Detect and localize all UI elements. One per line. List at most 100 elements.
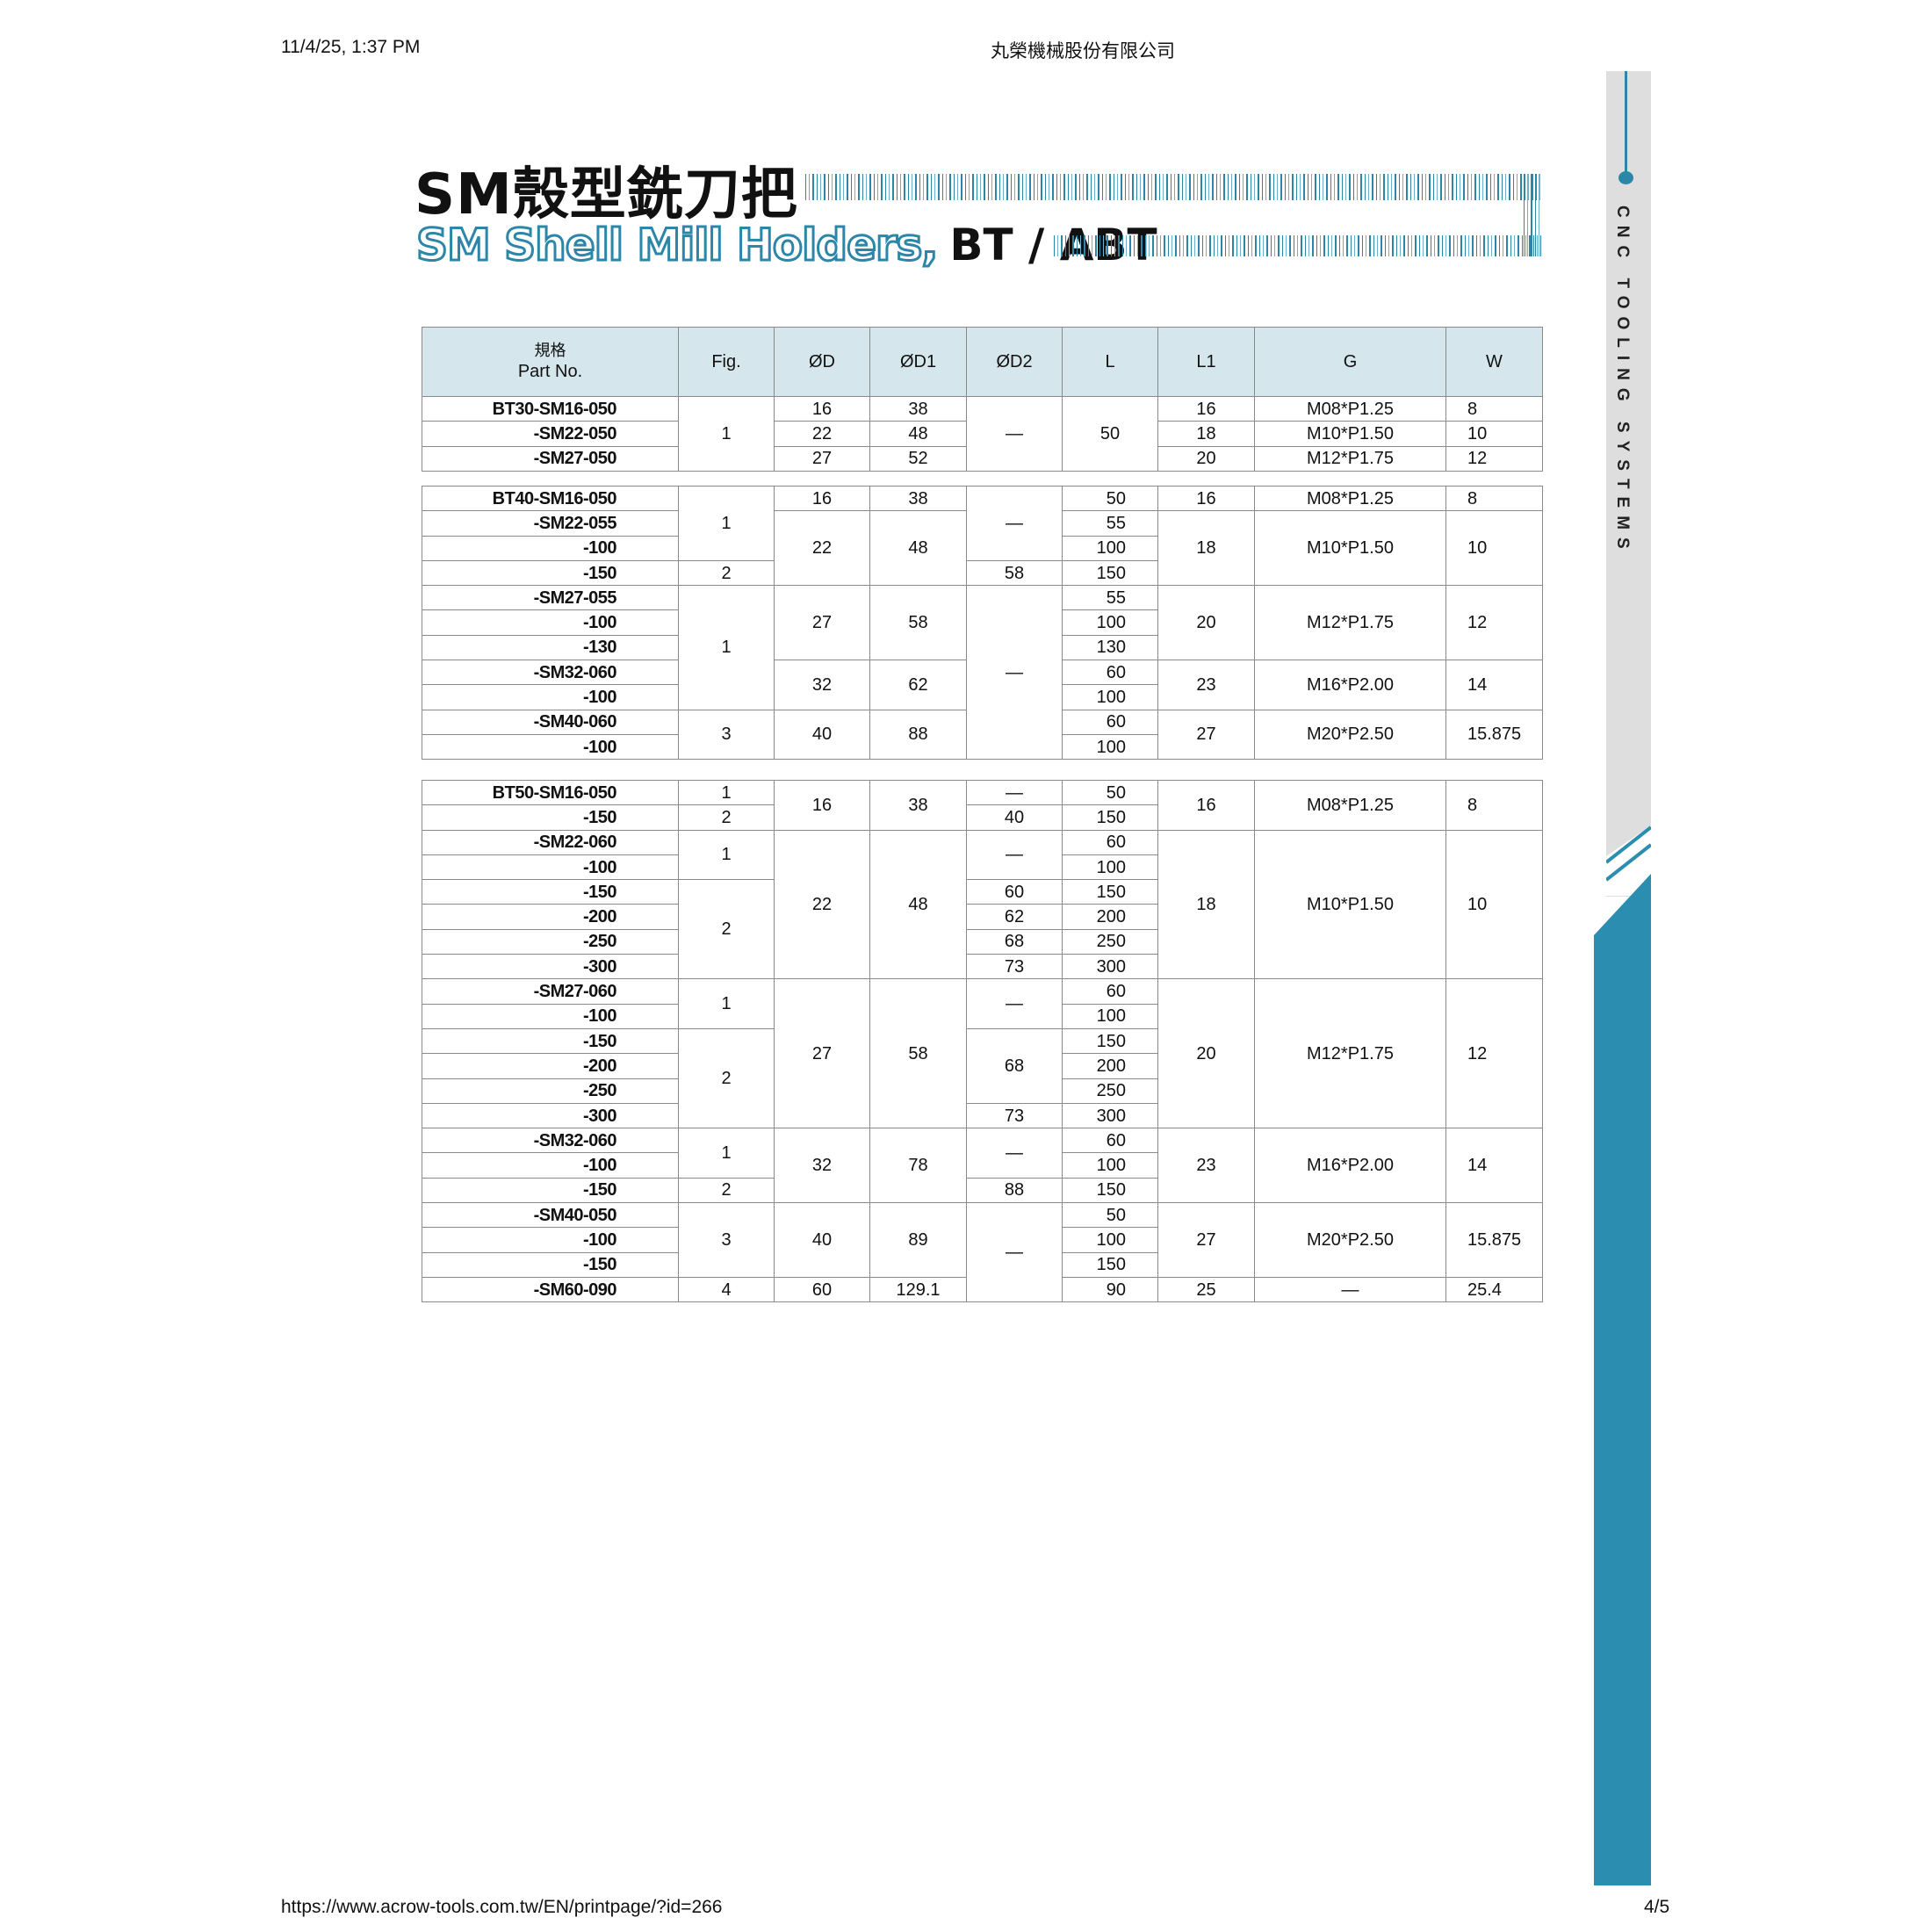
- table-cell: 60: [774, 1276, 870, 1303]
- part-number-cell: -250: [422, 928, 679, 955]
- table-row: -300 73 300: [422, 954, 1543, 980]
- table-bt50: BT50-SM16-050 1 16 38—50 16 M08*P1.25 8 -150 2 40…: [422, 779, 1543, 1303]
- decorative-barcode-bottom: [1054, 235, 1541, 256]
- table-cell: —: [1254, 1276, 1446, 1303]
- table-cell: 40: [966, 804, 1063, 831]
- table-row: -100 100: [422, 854, 1543, 881]
- table-cell: 8: [1445, 395, 1543, 422]
- table-cell: 23: [1157, 1128, 1255, 1204]
- table-cell: 300: [1062, 954, 1158, 980]
- table-cell: 8: [1445, 780, 1543, 831]
- part-number-cell: -SM22-050: [422, 421, 679, 447]
- table-cell: —: [966, 486, 1063, 561]
- table-cell: M16*P2.00: [1254, 660, 1446, 710]
- table-cell: 40: [774, 1202, 870, 1278]
- table-row: -300 73 300: [422, 1102, 1543, 1129]
- table-row: -150 2 88 150: [422, 1177, 1543, 1204]
- table-row: BT50-SM16-050 1 16 38—50 16 M08*P1.25 8: [422, 779, 1543, 831]
- print-url: https://www.acrow-tools.com.tw/EN/printp…: [281, 1897, 723, 1917]
- table-cell: 50: [1062, 779, 1158, 806]
- header-d: ØD: [774, 327, 870, 397]
- part-number-cell: -100: [422, 1152, 679, 1179]
- table-cell: 62: [869, 660, 967, 710]
- table-cell: 2: [678, 804, 775, 831]
- table-row: -100 100: [422, 684, 1543, 710]
- table-cell: 12: [1445, 445, 1543, 472]
- table-cell: 20: [1157, 445, 1255, 472]
- table-row: -SM27-055 1 27 58—55 20 M12*P1.75 12: [422, 585, 1543, 761]
- table-cell: 16: [774, 395, 870, 422]
- table-cell: 32: [774, 1128, 870, 1204]
- table-bt30: BT30-SM16-050 1 16 38—50 16 M08*P1.25 8 -SM22-0…: [422, 395, 1543, 472]
- table-cell: 300: [1062, 1102, 1158, 1129]
- part-number-cell: -100: [422, 684, 679, 710]
- table-cell: 27: [774, 978, 870, 1129]
- part-number-cell: -150: [422, 804, 679, 831]
- title-chinese: SM殼型銑刀把: [415, 162, 798, 227]
- table-cell: 88: [869, 709, 967, 761]
- table-cell: M10*P1.50: [1254, 421, 1446, 447]
- part-number-cell: BT40-SM16-050: [422, 485, 679, 512]
- table-cell: 25.4: [1445, 1276, 1543, 1303]
- print-date: 11/4/25, 1:37 PM: [281, 37, 421, 57]
- table-cell: 58: [869, 978, 967, 1129]
- part-number-cell: -100: [422, 535, 679, 561]
- table-cell: 58: [966, 559, 1063, 587]
- table-cell: 27: [1157, 709, 1255, 761]
- table-cell: 150: [1062, 1027, 1158, 1055]
- table-row: -100 100: [422, 733, 1543, 761]
- part-number-cell: -100: [422, 1227, 679, 1253]
- header-d1: ØD1: [869, 327, 967, 397]
- table-cell: —: [966, 978, 1063, 1029]
- header-l: L: [1062, 327, 1158, 397]
- part-number-cell: -250: [422, 1078, 679, 1104]
- table-cell: 250: [1062, 928, 1158, 955]
- table-cell: M20*P2.50: [1254, 709, 1446, 761]
- table-row: -150 2 60 150: [422, 879, 1543, 980]
- table-cell: 16: [774, 485, 870, 512]
- table-cell: 16: [774, 780, 870, 831]
- table-row: -SM32-060 1 32 78—60 23 M16*P2.00 14: [422, 1128, 1543, 1204]
- part-number-cell: -SM27-055: [422, 585, 679, 611]
- table-cell: 1: [678, 829, 775, 881]
- part-number-cell: -150: [422, 879, 679, 905]
- header-w: W: [1445, 327, 1543, 397]
- table-cell: —: [966, 829, 1063, 881]
- table-cell: 200: [1062, 904, 1158, 930]
- table-row: -100 100: [422, 1152, 1543, 1179]
- table-cell: 14: [1445, 660, 1543, 710]
- table-cell: 150: [1062, 804, 1158, 831]
- table-cell: 2: [678, 559, 775, 587]
- part-number-cell: -130: [422, 634, 679, 661]
- table-cell: M12*P1.75: [1254, 978, 1446, 1129]
- table-cell: 27: [1157, 1202, 1255, 1278]
- table-cell: 2: [678, 1027, 775, 1129]
- table-cell: 18: [1157, 421, 1255, 447]
- table-cell: 150: [1062, 1251, 1158, 1278]
- table-cell: 55: [1062, 585, 1158, 611]
- table-cell: M08*P1.25: [1254, 395, 1446, 422]
- part-number-cell: BT30-SM16-050: [422, 395, 679, 422]
- table-cell: 10: [1445, 829, 1543, 980]
- part-number-cell: -150: [422, 1027, 679, 1055]
- table-cell: 60: [1062, 1128, 1158, 1154]
- table-cell: 200: [1062, 1053, 1158, 1079]
- header-g: G: [1254, 327, 1446, 397]
- part-number-cell: -SM60-090: [422, 1276, 679, 1303]
- part-number-cell: -100: [422, 609, 679, 636]
- part-number-cell: -100: [422, 733, 679, 761]
- table-row: -100 100: [422, 1003, 1543, 1029]
- table-bt40: BT40-SM16-050 1 16 38—50 16 M08*P1.25 8 -SM22-0…: [422, 485, 1543, 761]
- table-cell: 100: [1062, 854, 1158, 881]
- table-cell: —: [966, 1128, 1063, 1179]
- table-cell: M12*P1.75: [1254, 445, 1446, 472]
- part-number-cell: -SM40-050: [422, 1202, 679, 1229]
- table-cell: 2: [678, 879, 775, 980]
- table-cell: 1: [678, 978, 775, 1029]
- table-cell: 3: [678, 1202, 775, 1278]
- print-page-number: 4/5: [1644, 1897, 1670, 1917]
- table-cell: 100: [1062, 1152, 1158, 1179]
- table-row: -SM40-050 3 40 89—50 27 M20*P2.50 15.875: [422, 1202, 1543, 1303]
- table-cell: M10*P1.50: [1254, 510, 1446, 587]
- table-cell: 32: [774, 660, 870, 710]
